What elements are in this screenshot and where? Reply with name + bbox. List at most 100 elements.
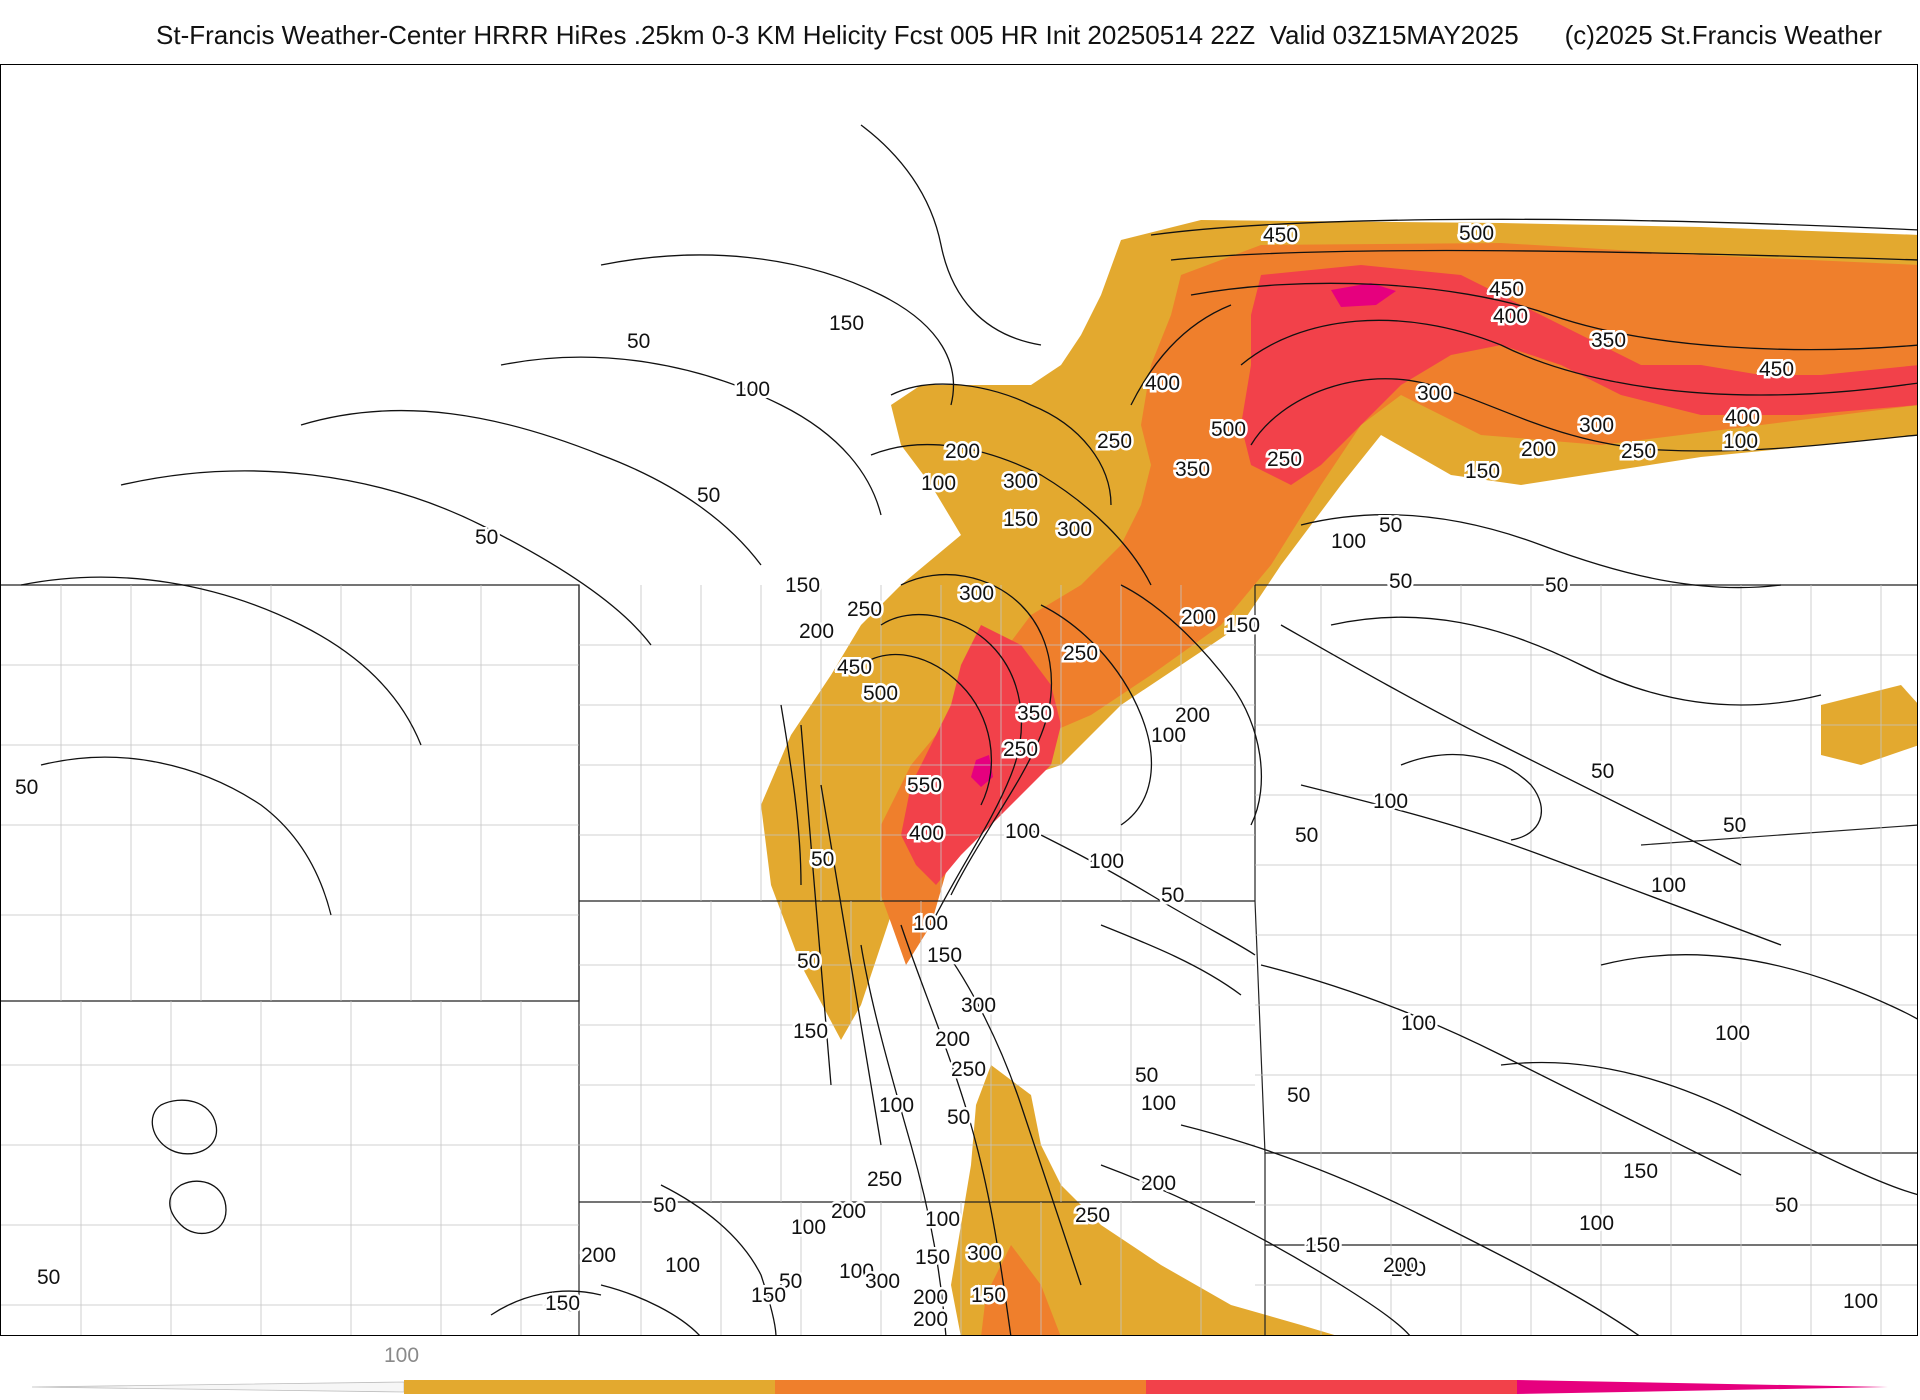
colorbar-band-350 xyxy=(1146,1380,1517,1394)
contour-label: 250 xyxy=(847,598,882,621)
contour-label: 550 xyxy=(907,774,942,797)
contour-label: 150 xyxy=(785,574,820,597)
contour-label: 200 xyxy=(913,1286,948,1309)
copyright-text: (c)2025 St.Francis Weather xyxy=(1564,20,1882,50)
colorbar xyxy=(32,1380,1888,1394)
contour-label: 200 xyxy=(1181,606,1216,629)
colorbar-min-label: 100 xyxy=(384,1344,420,1367)
contour-label: 150 xyxy=(543,1294,578,1317)
contour-label: 100 xyxy=(1151,724,1186,747)
contour-label: 450 xyxy=(1759,358,1794,381)
contour-label: 50 xyxy=(697,484,720,507)
contour-label: 50 xyxy=(1161,884,1184,907)
contour-label: 100 xyxy=(879,1094,914,1117)
contour-label: 250 xyxy=(1003,738,1038,761)
contour-label: 50 xyxy=(1287,1084,1310,1107)
contour-label: 50 xyxy=(627,330,650,353)
contour-label: 300 xyxy=(1057,518,1092,541)
contour-label: 150 xyxy=(1225,614,1260,637)
contour-label: 50 xyxy=(37,1266,60,1289)
colorbar-band-500 xyxy=(1517,1380,1888,1394)
map-title: St-Francis Weather-Center HRRR HiRes .25… xyxy=(156,20,1519,50)
contour-label: 50 xyxy=(1295,824,1318,847)
contour-label: 100 xyxy=(665,1254,700,1277)
contour-label: 250 xyxy=(1267,448,1302,471)
contour-label: 100 xyxy=(1715,1022,1750,1045)
contour-label: 100 xyxy=(921,472,956,495)
contour-label: 200 xyxy=(1175,704,1210,727)
contour-label: 350 xyxy=(1017,702,1052,725)
contour-label: 250 xyxy=(951,1058,986,1081)
contour-label: 100 xyxy=(1401,1012,1436,1035)
county-borders xyxy=(1,585,1917,1335)
contour-label: 100 xyxy=(925,1208,960,1231)
contour-label: 100 xyxy=(1089,850,1124,873)
contour-label: 100 xyxy=(1843,1290,1878,1313)
contour-label: 100 xyxy=(1723,430,1758,453)
contour-label: 200 xyxy=(1383,1254,1418,1277)
contour-label: 250 xyxy=(1097,430,1132,453)
contour-label: 300 xyxy=(1003,470,1038,493)
contour-label: 50 xyxy=(1723,814,1746,837)
contour-label: 200 xyxy=(581,1244,616,1267)
title-bar: St-Francis Weather-Center HRRR HiRes .25… xyxy=(0,14,1920,54)
contour-label: 50 xyxy=(1135,1064,1158,1087)
contour-label: 200 xyxy=(831,1200,866,1223)
contour-label: 150 xyxy=(927,944,962,967)
contour-label: 400 xyxy=(909,822,944,845)
contour-label: 200 xyxy=(1521,438,1556,461)
contour-label: 50 xyxy=(779,1270,802,1293)
contour-label: 50 xyxy=(947,1106,970,1129)
contour-label: 150 xyxy=(1305,1234,1340,1257)
contour-label: 200 xyxy=(1391,1258,1426,1281)
colorbar-band-200 xyxy=(775,1380,1146,1394)
contour-label: 150 xyxy=(793,1020,828,1043)
contour-label: 150 xyxy=(545,1292,580,1315)
contour-label: 200 xyxy=(935,1028,970,1051)
band-100-south xyxy=(951,1065,1335,1335)
contour-label: 200 xyxy=(1141,1172,1176,1195)
contour-label: 150 xyxy=(971,1284,1006,1307)
contour-label: 100 xyxy=(1331,530,1366,553)
contour-label: 450 xyxy=(837,656,872,679)
contour-label: 400 xyxy=(1145,372,1180,395)
contour-label: 400 xyxy=(1725,406,1760,429)
contour-label: 50 xyxy=(653,1194,676,1217)
contour-label: 300 xyxy=(959,582,994,605)
contour-label: 50 xyxy=(811,848,834,871)
contour-label: 250 xyxy=(1075,1204,1110,1227)
contour-label: 100 xyxy=(1373,790,1408,813)
contour-label: 150 xyxy=(1465,460,1500,483)
contour-label: 350 xyxy=(1175,458,1210,481)
contour-label: 50 xyxy=(1591,760,1614,783)
band-500-central xyxy=(971,755,993,787)
contour-label: 200 xyxy=(945,440,980,463)
contour-label: 250 xyxy=(1621,440,1656,463)
contour-label: 50 xyxy=(1775,1194,1798,1217)
contour-label: 100 xyxy=(1579,1212,1614,1235)
contour-label: 150 xyxy=(1623,1160,1658,1183)
contour-label: 200 xyxy=(913,1308,948,1331)
contour-label: 500 xyxy=(863,682,898,705)
band-200-north xyxy=(881,243,1917,965)
contour-label: 150 xyxy=(915,1246,950,1269)
contour-label: 100 xyxy=(1651,874,1686,897)
contour-label: 100 xyxy=(791,1216,826,1239)
contour-label: 500 xyxy=(1459,222,1494,245)
map-panel[interactable]: 450 500 450 400 350 450 400 300 300 250 … xyxy=(0,64,1918,1336)
state-borders xyxy=(1,584,1917,1335)
contour-label: 300 xyxy=(961,994,996,1017)
helicity-contours xyxy=(20,124,1917,1335)
contour-label: 100 xyxy=(1141,1092,1176,1115)
contour-label: 100 xyxy=(1005,820,1040,843)
contour-label: 400 xyxy=(1493,305,1528,328)
contour-label: 300 xyxy=(967,1242,1002,1265)
contour-label: 50 xyxy=(1545,574,1568,597)
colorbar-low-wedge xyxy=(32,1381,405,1393)
colorbar-band-100 xyxy=(404,1380,775,1394)
contour-label: 50 xyxy=(1389,570,1412,593)
contour-label: 50 xyxy=(15,776,38,799)
contour-label: 500 xyxy=(1211,418,1246,441)
contour-label: 50 xyxy=(1379,514,1402,537)
contour-label: 50 xyxy=(475,526,498,549)
